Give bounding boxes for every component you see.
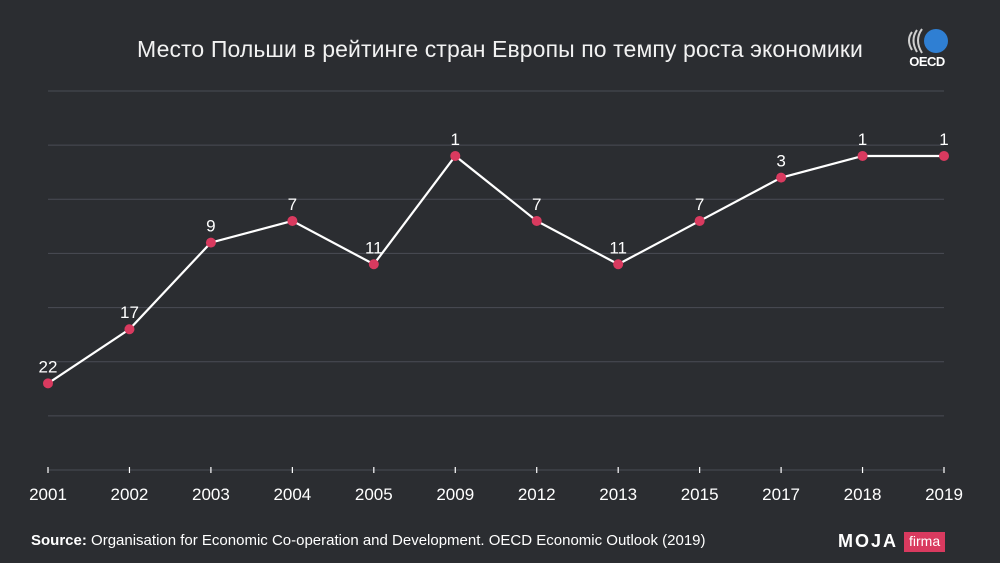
data-label: 11 [609,238,627,257]
data-label: 3 [776,152,785,171]
oecd-logo-icon [908,28,948,54]
x-tick-label: 2013 [599,485,637,504]
data-point [939,150,949,161]
brand-logo: MOJA firma [838,531,946,552]
data-point [43,378,53,389]
series-line [47,154,944,385]
x-tick-label: 2012 [518,485,556,504]
data-point [613,259,624,270]
source-text: Organisation for Economic Co-operation a… [91,532,706,549]
x-tick-label: 2003 [192,485,230,504]
data-label: 7 [288,195,297,214]
brand-name: MOJA [838,531,899,551]
source-note: Source: Organisation for Economic Co-ope… [31,532,706,549]
x-tick-label: 2009 [436,485,474,504]
x-tick-label: 2017 [762,485,800,504]
data-point [450,150,461,161]
data-label: 1 [939,130,948,149]
x-tick-label: 2004 [273,485,311,504]
oecd-logo: OECD [902,26,952,74]
data-point [531,215,542,226]
x-tick-label: 2018 [844,485,882,504]
data-point [776,172,787,183]
x-tick-label: 2015 [681,485,719,504]
data-label: 1 [858,130,867,149]
data-point [124,324,135,335]
x-tick-label: 2001 [29,485,67,504]
data-point [205,237,216,248]
oecd-logo-text: OECD [909,54,945,69]
data-point [368,259,379,270]
data-label: 1 [451,130,460,149]
data-label: 11 [365,238,383,257]
x-tick-label: 2005 [355,485,393,504]
x-tick-label: 2002 [111,485,149,504]
brand-tag: firma [904,531,946,552]
data-label: 9 [206,217,215,236]
data-point [694,215,705,226]
source-label: Source: [31,532,87,549]
data-point [287,215,298,226]
data-point [857,150,868,161]
x-tick-label: 2019 [925,485,963,504]
data-label: 22 [39,357,58,376]
data-label: 7 [695,195,704,214]
data-label: 17 [120,303,139,322]
data-label: 7 [532,195,541,214]
line-chart: 2001 2002 2003 2004 2005 2009 2012 2013 2015 2017… [29,90,963,504]
chart-title: Место Польши в рейтинге стран Европы по … [137,36,863,62]
